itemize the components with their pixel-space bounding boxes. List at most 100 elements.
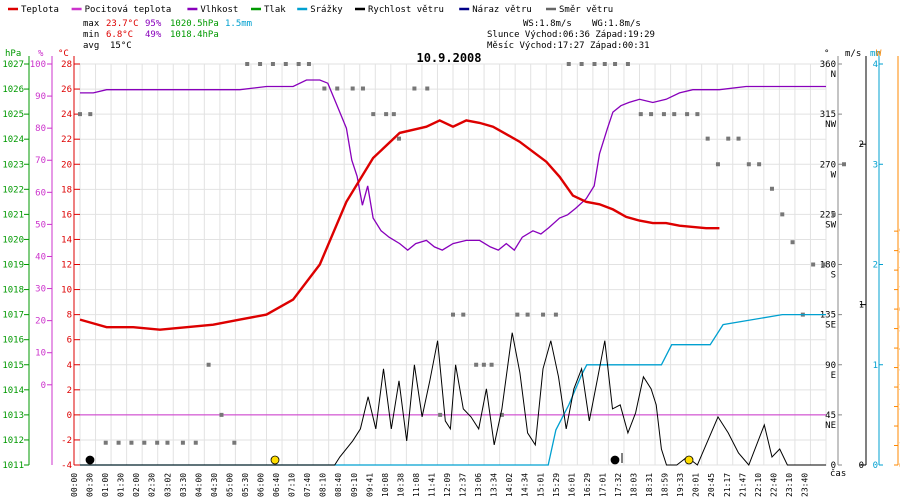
hpa-tick-label: 1018 <box>2 286 24 296</box>
hpa-unit: hPa <box>5 49 21 59</box>
sun-moon-marker <box>684 455 694 465</box>
time-tick-label: 22:10 <box>754 473 763 497</box>
wind-dir-point <box>306 62 311 66</box>
wind-dir-point <box>821 262 826 267</box>
time-tick-label: 21:17 <box>723 473 732 497</box>
time-tick-label: 17:01 <box>598 473 607 497</box>
time-tick-label: 11:41 <box>427 473 436 497</box>
hpa-tick-label: 1020 <box>2 235 24 245</box>
temp-unit: °C <box>58 49 69 59</box>
wind-dir-point <box>566 62 571 66</box>
dir-compass-label: NE <box>825 421 836 431</box>
time-tick-label: 16:01 <box>567 473 576 497</box>
pct-tick-label: 10 <box>35 349 46 359</box>
stats-block: max 23.7°C 95% 1020.5hPa 1.5mm min 6.8°C… <box>83 19 655 51</box>
wind-dir-point <box>461 312 466 317</box>
dir-tick-label: 90 <box>825 361 836 371</box>
wind-dir-point <box>746 162 751 167</box>
temp-tick-label: 0 <box>67 411 72 421</box>
pct-tick-label: 0 <box>41 381 46 391</box>
wind-dir-point <box>88 112 93 117</box>
time-tick-label: 09:10 <box>350 473 359 497</box>
time-tick-label: 22:40 <box>769 473 778 497</box>
sun-moon-marker <box>270 455 280 465</box>
wind-dir-point <box>206 362 211 367</box>
temp-tick-label: 18 <box>61 185 72 195</box>
hpa-tick-label: 1019 <box>2 261 24 271</box>
time-tick-label: 02:00 <box>132 473 141 497</box>
time-tick-label: 06:40 <box>272 473 281 497</box>
mm-tick-label: 3 <box>873 160 878 170</box>
temp-tick-label: 10 <box>61 286 72 296</box>
legend-label: Srážky <box>310 5 343 15</box>
wind-dir-point <box>736 136 741 141</box>
wind-dir-point <box>592 62 597 66</box>
time-unit-label: čas <box>830 468 846 479</box>
precipitation-line <box>80 313 826 466</box>
time-tick-label: 14:02 <box>505 473 514 497</box>
time-tick-label: 02:30 <box>148 473 157 497</box>
wind-dir-point <box>811 262 816 267</box>
dir-compass-label: N <box>831 70 836 80</box>
legend-label: Teplota <box>21 5 59 15</box>
temp-tick-label: 6 <box>67 336 72 346</box>
wind-dir-point <box>103 440 108 445</box>
wind-dir-point <box>78 112 82 117</box>
wind-dir-point <box>715 162 720 167</box>
hpa-tick-label: 1027 <box>2 60 24 70</box>
time-tick-label: 16:29 <box>583 473 592 497</box>
temp-tick-label: 26 <box>61 85 72 95</box>
wm-unit: W <box>876 49 882 59</box>
time-tick-label: 21:47 <box>738 473 747 497</box>
wind-dir-point <box>296 62 301 66</box>
wind-dir-point <box>391 112 396 117</box>
temp-tick-label: 8 <box>67 311 72 321</box>
temp-tick-label: 4 <box>67 361 72 371</box>
wind-dir-point <box>165 440 170 445</box>
hpa-tick-label: 1015 <box>2 361 24 371</box>
temp-tick-label: 2 <box>67 386 72 396</box>
wind-dir-point <box>661 112 666 117</box>
stat-min-hum: 49% <box>145 30 162 40</box>
time-tick-label: 05:00 <box>225 473 234 497</box>
ms-tick-label: 2 <box>859 140 864 150</box>
ms-tick-label: 1 <box>859 301 864 311</box>
temp-tick-label: -2 <box>61 436 72 446</box>
stat-avg-label: avg <box>83 41 99 51</box>
series-layer <box>78 62 847 466</box>
stat-max-rain: 1.5mm <box>225 19 252 29</box>
time-tick-label: 13:34 <box>490 473 499 497</box>
dir-compass-label: W <box>831 170 837 180</box>
hpa-tick-label: 1016 <box>2 336 24 346</box>
stat-max-hum: 95% <box>145 19 162 29</box>
temp-tick-label: 24 <box>61 110 72 120</box>
wind-dir-point <box>695 112 700 117</box>
wind-dir-point <box>396 136 401 141</box>
wind-dir-point <box>726 136 731 141</box>
stat-avg-temp: 15°C <box>110 41 132 51</box>
dir-tick-label: 135 <box>820 311 836 321</box>
wind-dir-point <box>499 412 504 417</box>
time-tick-label: 20:01 <box>692 473 701 497</box>
wind-dir-point <box>451 312 455 317</box>
wind-dir-point <box>371 112 376 117</box>
dir-tick-label: 315 <box>820 110 836 120</box>
temp-tick-label: 20 <box>61 160 72 170</box>
wind-dir-point <box>553 312 558 317</box>
sun-moon-marker <box>610 455 620 465</box>
wind-dir-point <box>360 86 365 91</box>
hpa-tick-label: 1026 <box>2 85 24 95</box>
time-tick-label: 23:40 <box>800 473 809 497</box>
legend-label: Tlak <box>264 5 286 15</box>
hpa-tick-label: 1023 <box>2 160 24 170</box>
time-tick-label: 14:34 <box>521 473 530 497</box>
chart-title: 10.9.2008 <box>416 51 481 65</box>
wind-dir-point <box>180 440 185 445</box>
mm-tick-label: 2 <box>873 261 878 271</box>
stat-max-temp: 23.7°C <box>106 19 139 29</box>
time-tick-label: 08:10 <box>319 473 328 497</box>
dir-compass-label: S <box>831 271 836 281</box>
time-tick-label: 07:40 <box>303 473 312 497</box>
wind-dir-point <box>142 440 147 445</box>
time-tick-label: 08:40 <box>334 473 343 497</box>
